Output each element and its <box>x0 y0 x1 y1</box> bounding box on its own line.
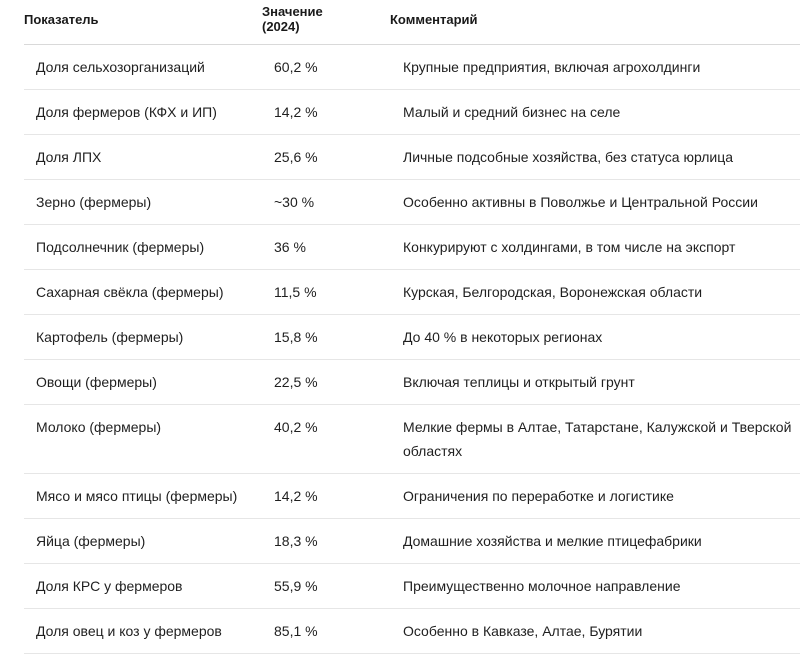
cell-indicator: Доля овец и коз у фермеров <box>36 623 222 639</box>
cell-comment: Включая теплицы и открытый грунт <box>403 374 635 390</box>
cell-comment: Личные подсобные хозяйства, без статуса … <box>403 149 734 165</box>
table-row: Картофель (фермеры) 15,8 % До 40 % в нек… <box>24 315 800 360</box>
table-row: Молоко (фермеры) 40,2 % Мелкие фермы в А… <box>24 405 800 474</box>
table-row: Овощи (фермеры) 22,5 % Включая теплицы и… <box>24 360 800 405</box>
header-value: Значение (2024) <box>262 4 323 34</box>
table-row: Сахарная свёкла (фермеры) 11,5 % Курская… <box>24 270 800 315</box>
cell-comment: Ограничения по переработке и логистике <box>403 488 674 504</box>
cell-value: 11,5 % <box>274 284 317 300</box>
cell-comment: Конкурируют с холдингами, в том числе на… <box>403 239 736 255</box>
cell-value: 22,5 % <box>274 374 318 390</box>
cell-value: 40,2 % <box>274 419 318 435</box>
cell-value: ~30 % <box>274 194 315 210</box>
cell-indicator: Молоко (фермеры) <box>36 419 162 435</box>
cell-value: 18,3 % <box>274 533 318 549</box>
cell-value: 25,6 % <box>274 149 318 165</box>
cell-comment: Особенно активны в Поволжье и Центрально… <box>403 194 758 210</box>
cell-comment: До 40 % в некоторых регионах <box>403 329 603 345</box>
cell-indicator: Овощи (фермеры) <box>36 374 157 390</box>
cell-indicator: Мясо и мясо птицы (фермеры) <box>36 488 238 504</box>
table-row: Доля КРС у фермеров 55,9 % Преимуществен… <box>24 564 800 609</box>
cell-value: 85,1 % <box>274 623 318 639</box>
cell-indicator: Доля ЛПХ <box>36 149 102 165</box>
cell-comment: Мелкие фермы в Алтае, Татарстане, Калужс… <box>403 419 792 459</box>
cell-comment: Преимущественно молочное направление <box>403 578 681 594</box>
header-indicator: Показатель <box>24 12 99 27</box>
header-comment: Комментарий <box>390 12 478 27</box>
cell-indicator: Картофель (фермеры) <box>36 329 184 345</box>
cell-indicator: Яйца (фермеры) <box>36 533 146 549</box>
table-row: Подсолнечник (фермеры) 36 % Конкурируют … <box>24 225 800 270</box>
cell-value: 36 % <box>274 239 306 255</box>
cell-indicator: Доля КРС у фермеров <box>36 578 183 594</box>
table-row: Мясо и мясо птицы (фермеры) 14,2 % Огран… <box>24 474 800 519</box>
cell-indicator: Доля фермеров (КФХ и ИП) <box>36 104 217 120</box>
table-row: Доля овец и коз у фермеров 85,1 % Особен… <box>24 609 800 654</box>
cell-indicator: Сахарная свёкла (фермеры) <box>36 284 224 300</box>
cell-indicator: Подсолнечник (фермеры) <box>36 239 205 255</box>
cell-value: 14,2 % <box>274 488 318 504</box>
table-row: Доля сельхозорганизаций 60,2 % Крупные п… <box>24 45 800 90</box>
table-row: Яйца (фермеры) 18,3 % Домашние хозяйства… <box>24 519 800 564</box>
cell-value: 15,8 % <box>274 329 318 345</box>
cell-indicator: Зерно (фермеры) <box>36 194 152 210</box>
cell-comment: Домашние хозяйства и мелкие птицефабрики <box>403 533 702 549</box>
cell-value: 55,9 % <box>274 578 318 594</box>
cell-comment: Малый и средний бизнес на селе <box>403 104 621 120</box>
table-row: Зерно (фермеры) ~30 % Особенно активны в… <box>24 180 800 225</box>
data-table: Показатель Значение (2024) Комментарий Д… <box>24 0 800 654</box>
table-row: Доля ЛПХ 25,6 % Личные подсобные хозяйст… <box>24 135 800 180</box>
cell-comment: Крупные предприятия, включая агрохолдинг… <box>403 59 701 75</box>
cell-value: 14,2 % <box>274 104 318 120</box>
cell-comment: Особенно в Кавказе, Алтае, Бурятии <box>403 623 643 639</box>
cell-value: 60,2 % <box>274 59 318 75</box>
cell-indicator: Доля сельхозорганизаций <box>36 59 205 75</box>
table-header: Показатель Значение (2024) Комментарий <box>24 0 800 45</box>
cell-comment: Курская, Белгородская, Воронежская облас… <box>403 284 703 300</box>
table-row: Доля фермеров (КФХ и ИП) 14,2 % Малый и … <box>24 90 800 135</box>
